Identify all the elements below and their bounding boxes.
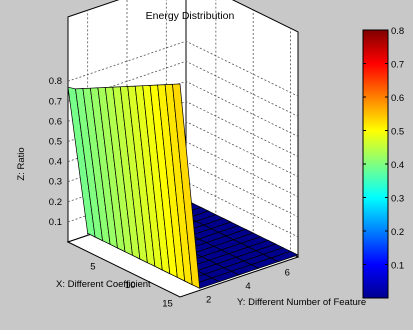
colorbar-tick-label: 0.4 — [391, 160, 404, 171]
y-tick-label: 2 — [206, 294, 211, 305]
z-tick-label: 0.1 — [49, 217, 62, 228]
z-tick-label: 0.6 — [49, 116, 62, 127]
axis-ticks: 0.1 0.2 0.3 0.4 0.5 0.6 0.7 0.8 5 10 15 2 4 6 — [49, 76, 290, 309]
x-tick-label: 5 — [90, 262, 95, 273]
colorbar-tick-label: 0.8 — [391, 26, 404, 37]
z-tick-label: 0.8 — [49, 76, 62, 87]
x-axis-label: X: Different Coefficient — [56, 279, 151, 290]
y-axis-label: Y: Different Number of Feature — [237, 297, 366, 308]
colorbar: 0.1 0.2 0.3 0.4 0.5 0.6 0.7 0.8 — [362, 26, 404, 299]
z-grid-line — [67, 40, 299, 97]
colorbar-gradient — [362, 29, 389, 299]
x-tick-label: 10 — [125, 280, 136, 291]
y-tick-label: 4 — [245, 281, 250, 292]
z-tick-label: 0.5 — [49, 137, 62, 148]
colorbar-tick-label: 0.1 — [391, 261, 404, 272]
z-axis-label: Z: Ratio — [16, 147, 27, 180]
z-tick-label: 0.3 — [49, 177, 62, 188]
x-tick-label: 15 — [162, 298, 173, 309]
colorbar-tick-label: 0.7 — [391, 60, 404, 71]
z-tick-label: 0.2 — [49, 197, 62, 208]
colorbar-ticks: 0.1 0.2 0.3 0.4 0.5 0.6 0.7 0.8 — [363, 26, 404, 272]
colorbar-tick-label: 0.5 — [391, 127, 404, 138]
y-tick-label: 6 — [285, 268, 290, 279]
surface-patch — [172, 83, 201, 289]
colorbar-tick-label: 0.2 — [391, 227, 404, 238]
surface-patches — [67, 83, 299, 289]
chart-title: Energy Distribution — [146, 10, 235, 22]
z-tick-label: 0.7 — [49, 96, 62, 107]
colorbar-tick-label: 0.3 — [391, 194, 404, 205]
z-tick-label: 0.4 — [49, 157, 62, 168]
colorbar-tick-label: 0.6 — [391, 93, 404, 104]
